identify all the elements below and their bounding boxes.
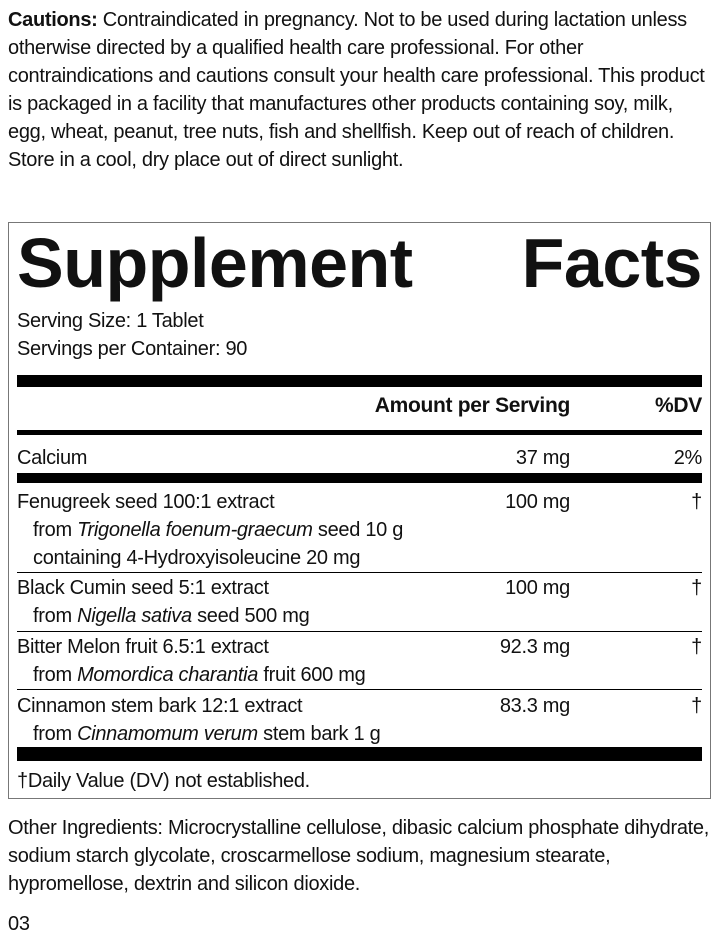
ingredient-dv: † (691, 577, 702, 599)
ingredient-source: from Trigonella foenum-graecum seed 10 g (33, 519, 404, 541)
serving-size: Serving Size: 1 Tablet (17, 310, 204, 332)
ingredient-amount: 83.3 mg (499, 695, 570, 717)
supplement-facts-panel: Supplement Facts Serving Size: 1 Tablet S… (8, 222, 711, 799)
ingredient-name: Fenugreek seed 100:1 extract (17, 491, 275, 513)
cautions-text: Cautions: Contraindicated in pregnancy. … (8, 6, 714, 174)
servings-per-container: Servings per Container: 90 (17, 338, 248, 360)
ingredient-name: Cinnamon stem bark 12:1 extract (17, 695, 303, 717)
other-ingredients: Other Ingredients: Microcrystalline cell… (8, 817, 710, 895)
ingredient-name: Black Cumin seed 5:1 extract (17, 577, 269, 599)
nutrient-dv: 2% (673, 447, 703, 469)
ingredient-amount: 100 mg (505, 491, 570, 513)
species-name: Cinnamomum verum (77, 723, 258, 745)
ingredient-dv: † (691, 695, 702, 717)
ingredient-source: from Momordica charantia fruit 600 mg (33, 664, 366, 686)
ingredient-name: Bitter Melon fruit 6.5:1 extract (17, 636, 269, 658)
panel-title: Supplement Facts (17, 224, 703, 302)
title-word-facts: Facts (521, 224, 703, 302)
cautions-label: Cautions: (8, 9, 98, 31)
ingredient-source: from Cinnamomum verum stem bark 1 g (33, 723, 381, 745)
nutrient-amount: 37 mg (515, 447, 570, 469)
ingredient-dv: † (691, 491, 702, 513)
ingredient-dv: † (691, 636, 702, 658)
thin-divider (17, 689, 702, 690)
medium-divider (17, 430, 702, 435)
label-code: 03 (8, 913, 30, 935)
species-name: Nigella sativa (77, 605, 192, 627)
nutrient-name: Calcium (17, 447, 88, 469)
dv-footnote: †Daily Value (DV) not established. (17, 770, 310, 792)
thick-divider (17, 473, 702, 483)
ingredient-source: from Nigella sativa seed 500 mg (33, 605, 310, 627)
thin-divider (17, 572, 702, 573)
ingredient-amount: 100 mg (505, 577, 570, 599)
title-word-supplement: Supplement (17, 224, 413, 302)
thick-divider (17, 375, 702, 387)
thick-divider (17, 747, 702, 761)
species-name: Trigonella foenum-graecum (77, 519, 313, 541)
species-name: Momordica charantia (77, 664, 259, 686)
thin-divider (17, 631, 702, 632)
ingredient-standardization: containing 4-Hydroxyisoleucine 20 mg (33, 547, 361, 569)
header-amount: Amount per Serving (374, 394, 571, 417)
header-dv: %DV (655, 394, 702, 417)
ingredient-amount: 92.3 mg (499, 636, 570, 658)
cautions-body: Contraindicated in pregnancy. Not to be … (8, 9, 705, 171)
